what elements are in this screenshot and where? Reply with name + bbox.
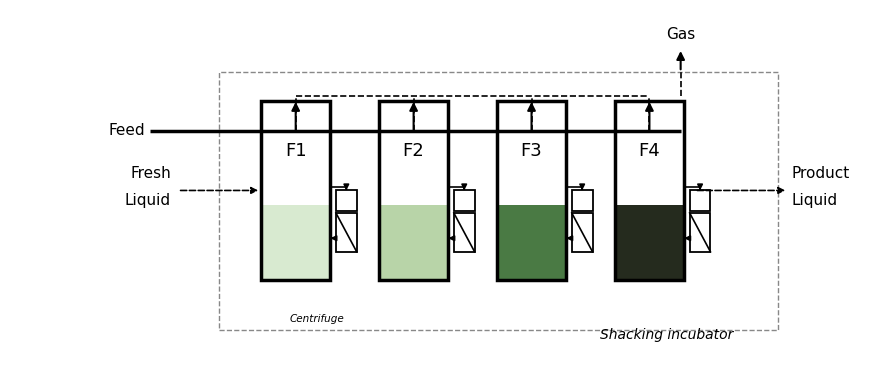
Text: F1: F1 (284, 142, 306, 160)
Bar (335, 191, 357, 212)
Bar (571, 191, 592, 212)
Bar (496, 101, 566, 280)
Bar (219, 72, 777, 330)
Text: Feed: Feed (108, 123, 145, 138)
Bar (453, 213, 474, 252)
Bar (571, 213, 592, 252)
Bar (453, 191, 474, 212)
Text: F4: F4 (637, 142, 660, 160)
Bar (496, 205, 566, 280)
Bar (378, 101, 448, 280)
Bar (335, 213, 357, 252)
Bar (261, 205, 330, 280)
Text: Shacking incubator: Shacking incubator (599, 328, 733, 342)
Bar (689, 191, 710, 212)
Text: Centrifuge: Centrifuge (289, 314, 343, 324)
Bar (689, 213, 710, 252)
Text: F3: F3 (520, 142, 542, 160)
Bar (614, 101, 683, 280)
Text: F2: F2 (402, 142, 424, 160)
Bar (378, 205, 448, 280)
Bar (261, 101, 330, 280)
Text: Liquid: Liquid (124, 193, 171, 209)
Text: Product: Product (790, 166, 849, 182)
Text: Fresh: Fresh (130, 166, 171, 182)
Bar (614, 205, 683, 280)
Text: Gas: Gas (665, 27, 695, 42)
Text: Liquid: Liquid (790, 193, 837, 209)
